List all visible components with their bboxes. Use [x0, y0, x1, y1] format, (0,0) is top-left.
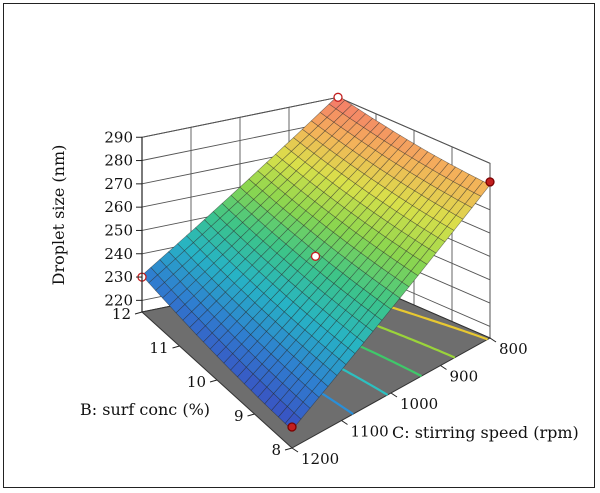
z-tick-label: 280: [104, 152, 133, 170]
c-tick-label: 1200: [301, 450, 339, 468]
c-axis-label: C: stirring speed (rpm): [392, 423, 579, 442]
design-point: [485, 177, 495, 187]
b-tick-label: 10: [187, 373, 206, 391]
b-axis-label: B: surf conc (%): [80, 400, 210, 419]
c-tick: [489, 337, 497, 343]
z-tick-label: 230: [104, 268, 133, 286]
z-tick-label: 270: [104, 175, 133, 193]
response-surface: [141, 95, 491, 431]
design-point: [310, 251, 321, 261]
design-point: [287, 422, 297, 432]
z-tick-label: 220: [104, 291, 133, 309]
c-tick: [341, 420, 348, 425]
b-tick: [209, 379, 218, 383]
b-axis: 8 9 10 11 12: [112, 305, 293, 459]
z-tick-label: 250: [104, 221, 133, 239]
c-tick: [440, 365, 447, 370]
b-tick: [284, 447, 293, 451]
c-tick: [291, 447, 299, 453]
c-axis: 800 900 1000 1100 1200: [291, 337, 528, 468]
b-tick-label: 9: [234, 407, 244, 425]
design-point: [333, 92, 343, 102]
b-tick: [134, 311, 143, 315]
b-tick: [172, 345, 180, 349]
c-tick-label: 1100: [351, 423, 389, 441]
z-tick-label: 290: [104, 128, 133, 146]
c-tick-label: 1000: [400, 395, 438, 413]
b-tick: [247, 413, 255, 417]
b-tick-label: 8: [271, 441, 281, 459]
b-tick-label: 11: [149, 339, 168, 357]
z-axis-label: Droplet size (nm): [49, 145, 68, 286]
z-axis: 220 230 240 250 260 270 280 290: [104, 128, 143, 312]
b-tick-label: 12: [112, 305, 131, 323]
c-tick: [390, 392, 398, 398]
c-tick-label: 900: [450, 368, 479, 386]
c-tick-label: 800: [499, 340, 528, 358]
z-tick-label: 260: [104, 198, 133, 216]
z-tick-label: 240: [104, 245, 133, 263]
